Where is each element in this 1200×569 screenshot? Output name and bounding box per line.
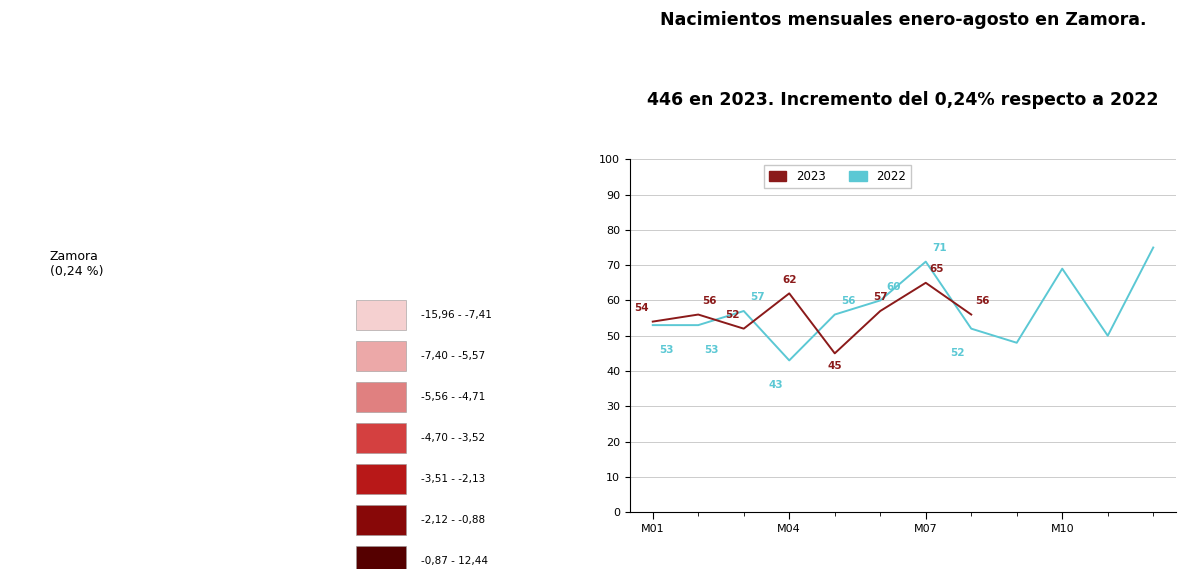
Text: -7,40 - -5,57: -7,40 - -5,57	[421, 351, 485, 361]
Text: 71: 71	[932, 243, 947, 253]
Text: -4,70 - -3,52: -4,70 - -3,52	[421, 433, 485, 443]
Text: 54: 54	[634, 303, 649, 313]
Text: 56: 56	[702, 296, 716, 306]
Text: 56: 56	[976, 296, 990, 306]
Legend: 2023, 2022: 2023, 2022	[764, 165, 911, 188]
Text: 52: 52	[950, 348, 965, 358]
Text: -15,96 - -7,41: -15,96 - -7,41	[421, 310, 492, 320]
Text: Nacimientos mensuales enero-agosto en Zamora.: Nacimientos mensuales enero-agosto en Za…	[660, 11, 1146, 30]
Bar	[355, 546, 406, 569]
Text: 43: 43	[768, 380, 782, 390]
Text: 446 en 2023. Incremento del 0,24% respecto a 2022: 446 en 2023. Incremento del 0,24% respec…	[647, 91, 1159, 109]
Text: -3,51 - -2,13: -3,51 - -2,13	[421, 474, 486, 484]
Text: 52: 52	[725, 310, 739, 320]
Bar	[355, 423, 406, 453]
Text: Zamora
(0,24 %): Zamora (0,24 %)	[50, 250, 103, 278]
Text: 62: 62	[782, 275, 797, 284]
Text: 65: 65	[930, 264, 944, 274]
Text: 53: 53	[659, 345, 673, 354]
Bar	[355, 464, 406, 494]
Text: -2,12 - -0,88: -2,12 - -0,88	[421, 515, 485, 525]
Text: -0,87 - 12,44: -0,87 - 12,44	[421, 556, 488, 566]
Text: 57: 57	[750, 292, 764, 302]
Text: -5,56 - -4,71: -5,56 - -4,71	[421, 392, 486, 402]
Text: 53: 53	[704, 345, 719, 354]
Text: 60: 60	[887, 282, 901, 292]
Bar	[355, 505, 406, 535]
Bar	[355, 382, 406, 412]
Bar	[355, 300, 406, 330]
Text: 45: 45	[828, 361, 842, 371]
Text: 56: 56	[841, 296, 856, 306]
Text: 57: 57	[872, 292, 888, 302]
Bar	[355, 341, 406, 371]
